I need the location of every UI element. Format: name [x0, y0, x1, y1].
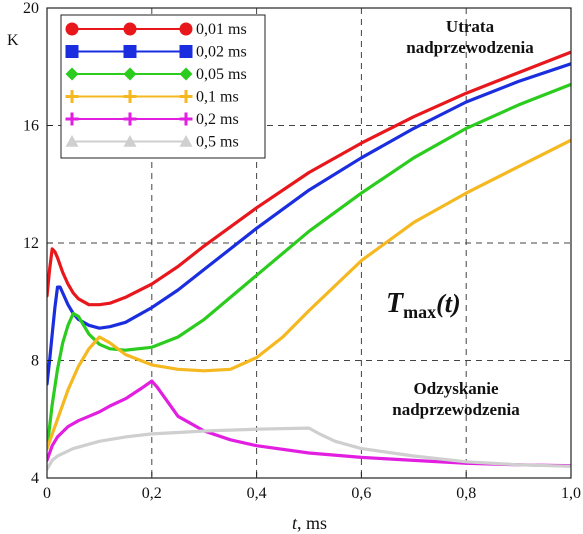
y-tick-label: 16: [23, 118, 39, 135]
tmax-subscript: max: [403, 302, 436, 322]
marker-plus: [65, 90, 79, 103]
axis-ticks: 0 0,2 0,4 0,6 0,8 1,0 4 8 12 16 20: [23, 0, 581, 502]
x-tick-label: 0: [43, 485, 51, 502]
marker-plus: [179, 112, 193, 126]
y-tick-label: 8: [31, 353, 39, 370]
y-tick-label: 12: [23, 235, 39, 252]
marker-diamond: [123, 67, 137, 81]
marker-plus: [65, 112, 79, 126]
marker-triangle: [123, 135, 137, 147]
series-line-5: [47, 379, 571, 468]
tmax-label: Tmax(t): [386, 288, 461, 322]
marker-square: [65, 45, 79, 58]
x-tick-label: 0,4: [247, 485, 267, 502]
marker-circle: [123, 22, 137, 36]
x-tick-label: 0,2: [142, 485, 162, 502]
x-axis-label: t, ms: [292, 513, 327, 533]
marker-square: [179, 45, 193, 58]
legend-label: 0,05 ms: [196, 66, 247, 83]
y-tick-label: 4: [31, 470, 39, 487]
series-lines: [47, 50, 571, 471]
legend-label: 0,01 ms: [196, 21, 247, 38]
annotation-loss-line1: Utrata: [446, 17, 495, 36]
series-line-1: [47, 50, 571, 307]
annotation-recovery-line2: nadprzewodzenia: [392, 400, 520, 419]
marker-circle: [65, 22, 79, 36]
marker-plus: [123, 112, 137, 126]
legend-label: 0,5 ms: [196, 134, 239, 151]
annotation-recovery-line1: Odzyskanie: [413, 379, 498, 398]
marker-triangle: [65, 135, 79, 147]
tmax-argument: (t): [436, 289, 461, 318]
marker-circle: [179, 22, 193, 36]
x-tick-label: 1,0: [561, 485, 581, 502]
tmax-symbol: T: [386, 288, 405, 319]
marker-triangle: [179, 135, 193, 147]
x-tick-label: 0,6: [351, 485, 371, 502]
x-tick-label: 0,8: [456, 485, 476, 502]
y-tick-label: 20: [23, 0, 39, 17]
y-axis-label: K: [7, 32, 19, 49]
legend: 0,01 ms 0,02 ms 0,05 ms 0,1 ms 0,2 ms 0,5 ms: [60, 14, 266, 159]
annotation-loss-line2: nadprzewodzenia: [406, 38, 534, 57]
legend-box: [60, 14, 266, 159]
legend-label: 0,1 ms: [196, 89, 239, 106]
marker-diamond: [65, 67, 79, 81]
x-axis-label-variable: t: [292, 513, 298, 533]
marker-diamond: [179, 67, 193, 81]
legend-label: 0,02 ms: [196, 44, 247, 61]
x-axis-label-unit: , ms: [297, 513, 327, 533]
series-line-6: [47, 426, 571, 471]
series-line-2: [47, 62, 571, 386]
marker-plus: [179, 90, 193, 103]
marker-plus: [123, 90, 137, 103]
marker-square: [123, 45, 137, 58]
legend-label: 0,2 ms: [196, 111, 239, 128]
series-line-4: [47, 138, 571, 451]
